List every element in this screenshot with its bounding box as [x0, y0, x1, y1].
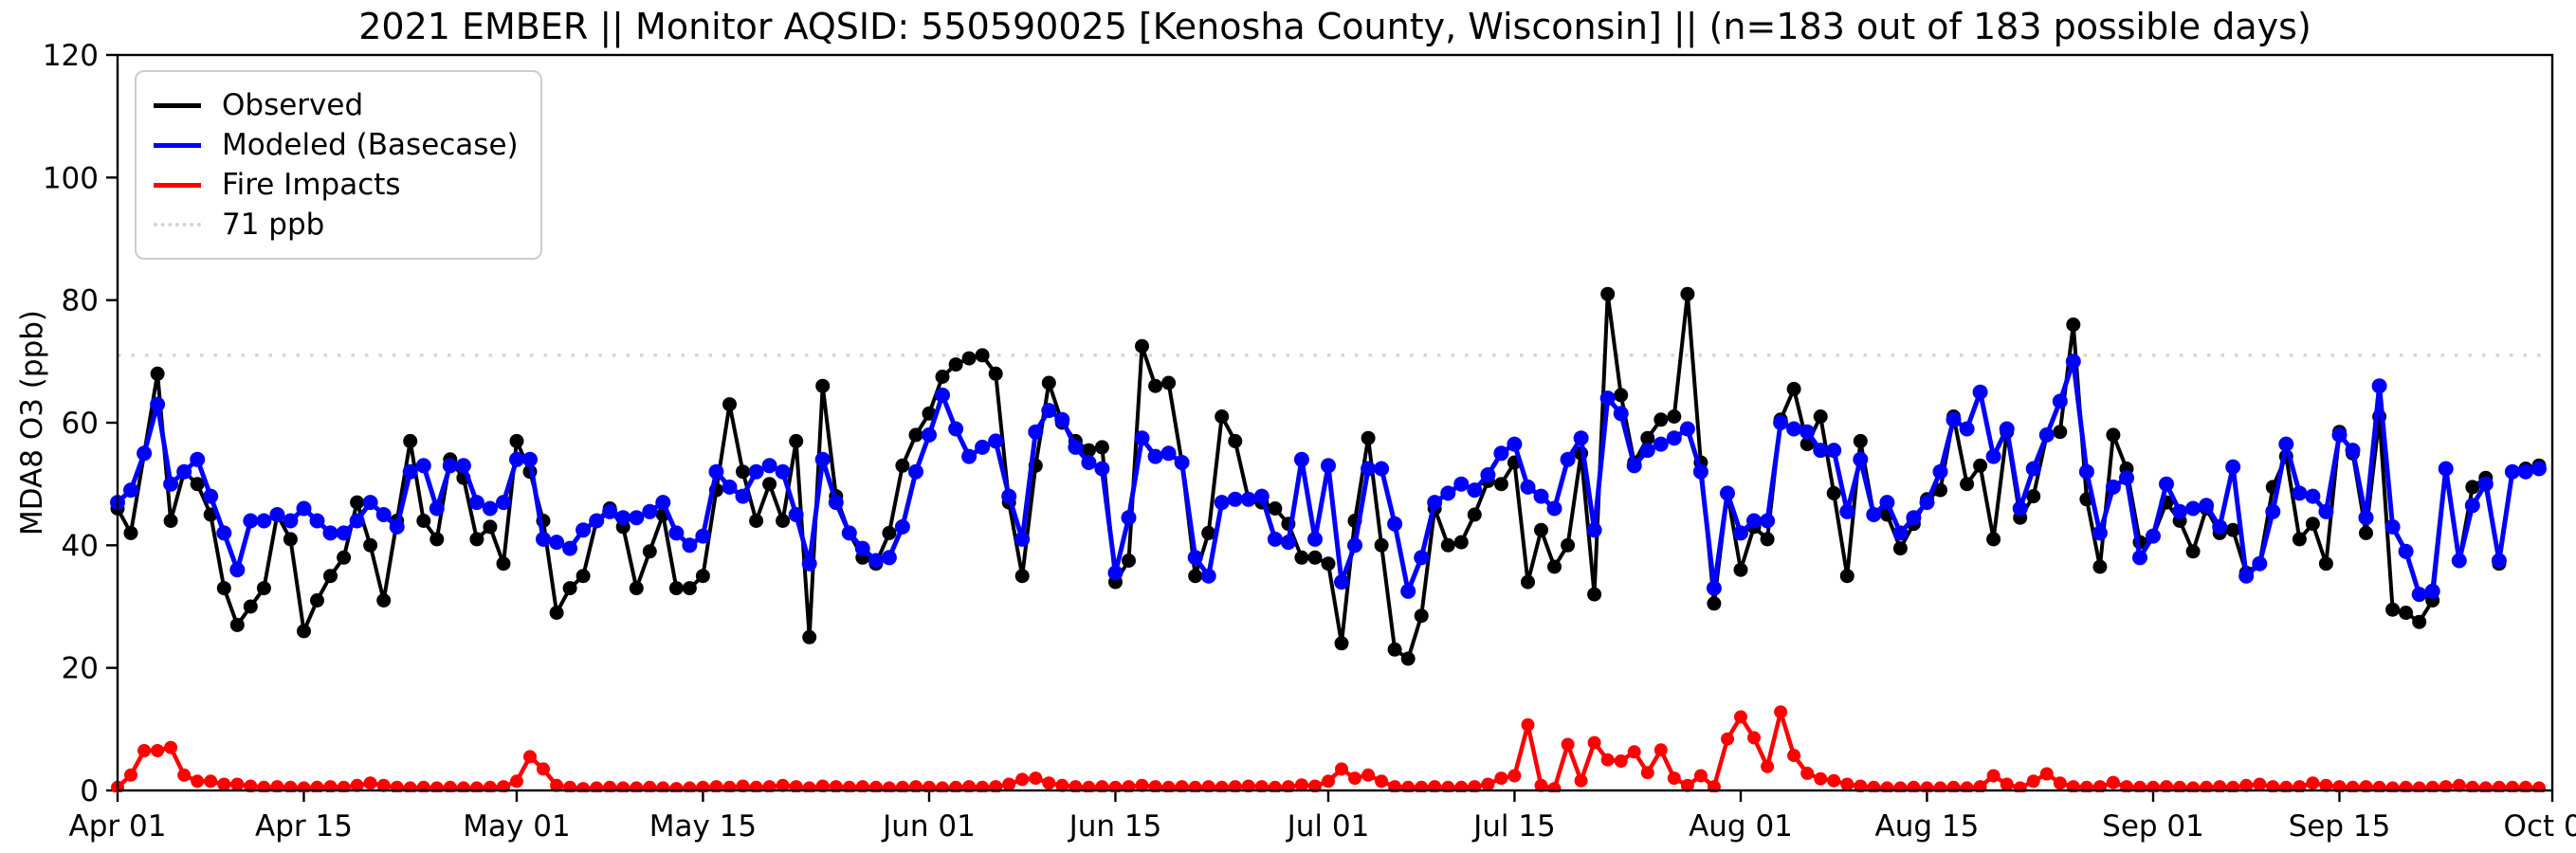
legend-label: 71 ppb [222, 208, 325, 242]
svg-text:Sep 01: Sep 01 [2102, 809, 2204, 844]
svg-text:Oct 01: Oct 01 [2504, 809, 2576, 844]
svg-text:100: 100 [43, 161, 99, 195]
svg-text:120: 120 [43, 39, 99, 73]
legend-item-fire-impacts: Fire Impacts [154, 165, 523, 205]
svg-text:Apr 01: Apr 01 [69, 809, 167, 844]
svg-text:Sep 15: Sep 15 [2289, 809, 2391, 844]
svg-text:80: 80 [62, 284, 99, 318]
chart-title: 2021 EMBER || Monitor AQSID: 550590025 [… [358, 6, 2311, 47]
svg-text:20: 20 [62, 652, 99, 686]
legend-item-modeled-basecase-: Modeled (Basecase) [154, 125, 523, 165]
svg-text:0: 0 [80, 774, 99, 808]
svg-text:40: 40 [62, 529, 99, 563]
legend-line-sample [154, 182, 201, 188]
legend-label: Fire Impacts [222, 168, 401, 202]
legend-label: Observed [222, 88, 364, 122]
svg-text:Jul 01: Jul 01 [1286, 809, 1370, 844]
svg-text:May 15: May 15 [649, 809, 757, 844]
series-fire-impacts [111, 705, 2546, 792]
legend-item-71-ppb: 71 ppb [154, 205, 523, 245]
svg-text:May 01: May 01 [463, 809, 570, 844]
svg-text:Aug 15: Aug 15 [1875, 809, 1980, 844]
svg-text:Jul 15: Jul 15 [1471, 809, 1556, 844]
legend: Observed Modeled (Basecase) Fire Impacts 71… [135, 70, 542, 260]
legend-line-sample [154, 102, 201, 108]
svg-text:60: 60 [62, 407, 99, 441]
legend-line-sample [154, 142, 201, 148]
legend-label: Modeled (Basecase) [222, 128, 519, 162]
svg-text:Jun 15: Jun 15 [1068, 809, 1162, 844]
svg-text:Aug 01: Aug 01 [1689, 809, 1793, 844]
series-modeled-basecase- [110, 354, 2547, 603]
svg-text:Apr 15: Apr 15 [255, 809, 353, 844]
svg-text:Jun 01: Jun 01 [881, 809, 976, 844]
legend-line-sample [154, 223, 201, 227]
legend-item-observed: Observed [154, 85, 523, 125]
